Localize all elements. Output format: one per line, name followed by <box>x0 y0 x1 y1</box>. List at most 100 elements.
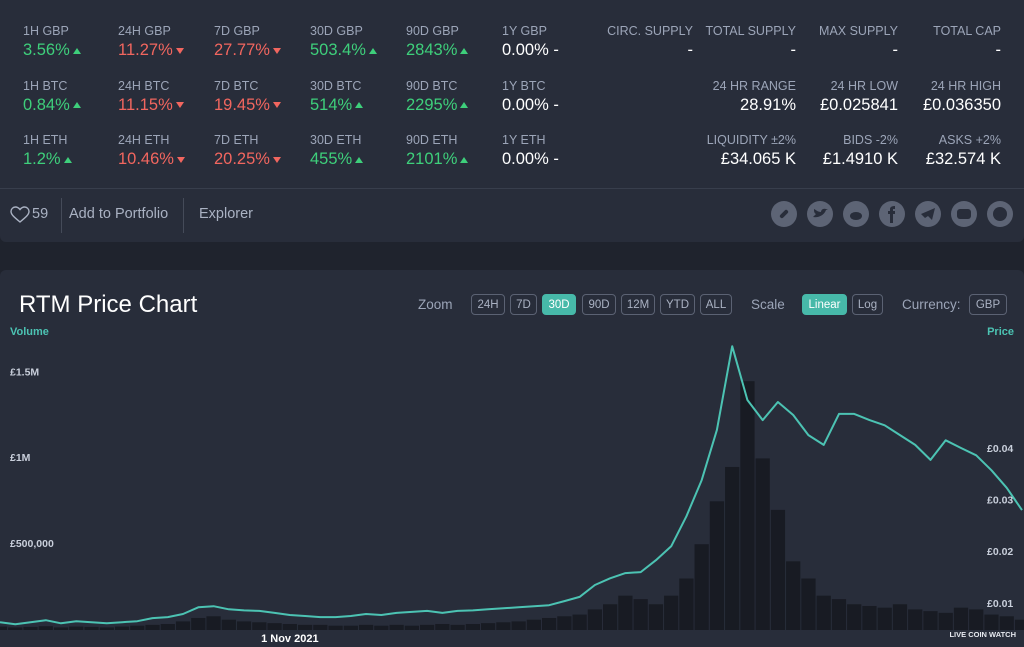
price-line <box>0 345 1023 626</box>
stat-label: 90D ETH <box>406 133 458 147</box>
trend-arrow <box>355 156 364 163</box>
volume-bar <box>725 466 740 630</box>
stat-value-cell: 2295% <box>406 95 469 115</box>
zoom-button[interactable]: YTD <box>660 294 695 315</box>
volume-bar <box>480 623 496 630</box>
volume-bar <box>130 625 145 630</box>
volume-bar <box>526 619 542 630</box>
stat-value: 11.27% <box>118 41 173 59</box>
explorer-link[interactable]: Explorer <box>199 206 253 222</box>
market-value: 28.91% <box>740 95 796 114</box>
market-label: TOTAL CAP <box>933 24 1001 38</box>
volume-bar <box>221 619 236 630</box>
stat-value-cell: 0.00% - <box>502 41 559 60</box>
volume-bar <box>786 561 801 630</box>
stat-value-cell: 455% <box>310 150 364 169</box>
volume-bar <box>53 627 69 630</box>
market-value: - <box>790 41 797 59</box>
stat-label: 24H GBP <box>118 24 171 38</box>
volume-bar <box>999 616 1014 630</box>
volume-bar <box>770 509 786 630</box>
volume-bar <box>923 611 938 630</box>
stat-label: 1Y GBP <box>502 24 547 38</box>
volume-bar <box>969 609 984 630</box>
stat-value-cell: 19.45% <box>214 96 281 115</box>
stat-value-cell: 2843% <box>406 41 469 60</box>
volume-bar <box>465 623 480 630</box>
stat-value-cell: 1.2% <box>23 150 72 169</box>
add-to-portfolio[interactable]: Add to Portfolio <box>69 206 169 222</box>
volume-bar <box>709 501 725 630</box>
volume-bar <box>99 627 114 630</box>
volume-bar <box>435 623 450 630</box>
y2-tick-label: £0.02 <box>987 546 1013 558</box>
stat-label: 7D GBP <box>214 24 260 38</box>
volume-bar <box>801 578 816 630</box>
volume-bar <box>603 604 618 630</box>
trend-arrow <box>176 156 185 163</box>
market-label: CIRC. SUPPLY <box>607 24 693 38</box>
volume-bar <box>297 624 313 630</box>
volume-bar <box>69 626 84 630</box>
social-icons <box>771 201 1013 227</box>
market-value: - <box>892 41 899 59</box>
volume-bar <box>404 625 419 630</box>
market-value: - <box>995 41 1002 59</box>
stat-value-cell: 3.56% <box>23 41 81 60</box>
volume-bar <box>160 623 175 630</box>
zoom-button[interactable]: 24H <box>471 294 505 315</box>
market-label: TOTAL SUPPLY <box>705 24 796 38</box>
zoom-button[interactable]: 30D <box>542 294 576 315</box>
volume-bar <box>84 626 99 630</box>
currency-button[interactable]: GBP <box>969 294 1007 315</box>
watermark: LIVE COIN WATCH <box>949 630 1016 639</box>
stat-value: 2295% <box>406 95 458 114</box>
stat-value: 2101% <box>406 150 458 168</box>
stat-value: 2843% <box>406 41 458 59</box>
zoom-button[interactable]: 7D <box>510 294 537 315</box>
separator <box>183 198 184 233</box>
volume-bar <box>450 624 465 630</box>
market-label: LIQUIDITY ±2% <box>706 133 796 147</box>
stat-value: 503.4% <box>310 41 366 59</box>
stat-value-cell: 2101% <box>406 150 469 169</box>
stat-value: 455% <box>310 150 353 168</box>
y-tick-label: £1M <box>10 452 31 464</box>
scale-button[interactable]: Linear <box>802 294 847 315</box>
scale-label: Scale <box>751 297 785 312</box>
volume-bar <box>557 616 572 630</box>
stat-label: 1H ETH <box>23 133 68 147</box>
stat-value-cell: 11.15% <box>118 96 184 115</box>
volume-bar <box>984 614 999 630</box>
zoom-button[interactable]: 12M <box>621 294 655 315</box>
volume-bar <box>542 617 557 630</box>
volume-bar <box>633 599 648 630</box>
zoom-button[interactable]: ALL <box>700 294 732 315</box>
volume-bar <box>374 625 389 630</box>
trend-arrow <box>72 47 81 54</box>
volume-bar <box>877 607 892 630</box>
y2-tick-label: £0.03 <box>987 495 1013 507</box>
stat-label: 90D BTC <box>406 78 458 93</box>
volume-bar <box>23 626 38 630</box>
volume-bar <box>358 624 374 630</box>
market-value: £1.4910 K <box>822 150 898 168</box>
volume-bar <box>236 621 252 630</box>
stat-value: 19.45% <box>214 95 270 114</box>
market-value: £0.025841 <box>820 95 898 114</box>
stat-label: 24H BTC <box>118 78 170 93</box>
scale-button[interactable]: Log <box>852 294 883 315</box>
stat-value: 20.25% <box>214 150 270 168</box>
heart-icon[interactable] <box>10 206 30 224</box>
volume-bar <box>618 595 633 630</box>
zoom-button[interactable]: 90D <box>582 294 616 315</box>
market-value: £32.574 K <box>925 150 1001 168</box>
volume-bar <box>267 623 282 630</box>
volume-bar <box>587 609 603 630</box>
volume-bar <box>191 617 206 630</box>
trend-arrow <box>63 156 72 163</box>
market-label: 24 HR HIGH <box>930 78 1001 93</box>
volume-bar <box>908 609 923 630</box>
stat-value-cell: 27.77% <box>214 41 281 60</box>
